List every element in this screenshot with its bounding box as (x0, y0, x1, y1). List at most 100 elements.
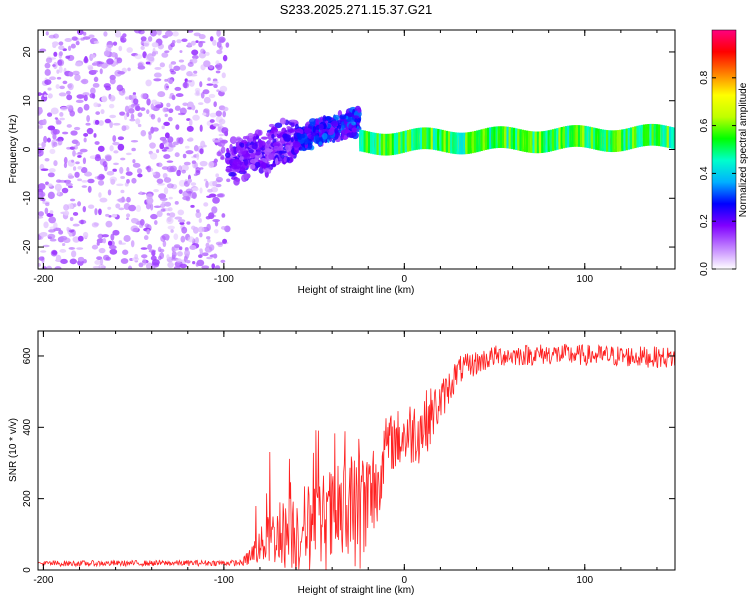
spectrogram-noise-blob (87, 204, 95, 209)
spectrogram-event-blob (312, 125, 316, 134)
spectrogram-noise-blob (206, 223, 211, 231)
spectrogram-noise-blob (102, 160, 108, 168)
spectrogram-noise-blob (131, 177, 137, 184)
spectrogram-signal-cell (597, 128, 600, 151)
spectrogram-noise-blob (65, 182, 73, 187)
spectrogram-noise-blob (47, 236, 52, 240)
colorbar-tick-label: 0.4 (699, 166, 710, 180)
spectrogram-noise-blob (138, 262, 144, 268)
spectrogram-noise-blob (150, 203, 154, 211)
spectrogram-noise-blob (206, 195, 213, 199)
y-tick-label: 10 (22, 95, 33, 107)
spectrogram-noise-blob (109, 248, 118, 255)
spectrogram-signal-cell (623, 128, 626, 151)
spectrogram-noise-blob (156, 210, 163, 218)
spectrogram-signal-cell (586, 126, 589, 148)
spectrogram-event-blob (351, 127, 358, 133)
spectrogram-noise-blob (66, 226, 70, 232)
spectrogram-signal-cell (365, 131, 369, 153)
spectrogram-noise-blob (208, 93, 216, 99)
spectrogram-event-blob (346, 132, 354, 138)
spectrogram-noise-blob (70, 43, 76, 49)
spectrogram-noise-blob (83, 94, 88, 102)
spectrogram-noise-blob (163, 146, 170, 150)
spectrogram-signal-cell (616, 130, 620, 152)
spectrogram-noise-blob (163, 121, 170, 126)
spectrogram-noise-blob (207, 188, 213, 193)
spectrogram-noise-blob (139, 191, 143, 195)
spectrogram-signal-cell (664, 125, 667, 148)
spectrogram-event-blob (292, 141, 301, 148)
spectrogram-noise-blob (123, 113, 128, 121)
spectrogram-noise-blob (75, 141, 81, 147)
spectrogram-signal-cell (482, 128, 486, 151)
spectrogram-noise-blob (47, 172, 55, 178)
spectrogram-noise-blob (69, 258, 77, 265)
spectrogram-noise-blob (109, 103, 115, 109)
spectrogram-noise-blob (182, 81, 190, 89)
spectrogram-noise-blob (65, 104, 74, 110)
spectrogram-noise-blob (48, 168, 56, 173)
spectrogram-noise-blob (104, 118, 111, 124)
spectrogram-noise-blob (185, 150, 194, 155)
spectrogram-noise-blob (222, 238, 228, 244)
spectrogram-signal-cell (564, 126, 568, 148)
spectrogram-noise-blob (140, 45, 145, 51)
spectrogram-noise-blob (57, 188, 61, 196)
spectrogram-noise-blob (220, 226, 227, 230)
spectrogram-noise-blob (82, 92, 90, 96)
spectrogram-noise-blob (208, 212, 215, 220)
spectrogram-noise-blob (212, 196, 220, 204)
spectrogram-noise-blob (75, 99, 84, 104)
spectrogram-noise-blob (176, 39, 182, 44)
colorbar-frame (711, 29, 737, 270)
spectrogram-noise-blob (38, 256, 45, 261)
spectrogram-event-blob (318, 123, 324, 131)
spectrogram-noise-blob (166, 160, 174, 163)
spectrogram-signal-cell (467, 132, 470, 154)
spectrogram-noise-blob (87, 66, 94, 71)
spectrogram-noise-blob (199, 232, 203, 238)
spectrogram-noise-blob (130, 240, 135, 248)
spectrogram-noise-blob (54, 266, 62, 269)
spectrogram-noise-blob (211, 263, 216, 269)
spectrogram-noise-blob (187, 107, 193, 110)
spectrogram-noise-blob (90, 54, 96, 59)
spectrogram-noise-blob (86, 127, 94, 135)
spectrogram-noise-blob (151, 42, 159, 48)
spectrogram-noise-blob (51, 250, 58, 255)
spectrogram-signal-cell (400, 131, 403, 154)
spectrogram-signal-cell (658, 124, 661, 147)
spectrogram-noise-blob (76, 94, 85, 99)
spectrogram-event-blob (251, 142, 258, 150)
spectrogram-signal-cell (486, 127, 490, 150)
spectrogram-noise-blob (126, 217, 130, 220)
spectrogram-signal-cell (463, 132, 466, 155)
spectrogram-signal-cell (493, 126, 496, 149)
spectrogram-noise-blob (222, 54, 228, 62)
spectrogram-noise-blob (147, 36, 153, 42)
spectrogram-noise-blob (91, 222, 99, 228)
spectrogram-noise-blob (170, 229, 174, 233)
spectrogram-noise-blob (167, 216, 172, 223)
spectrogram-noise-blob (156, 162, 163, 168)
spectrogram-signal-cell (603, 129, 607, 152)
spectrogram-noise-blob (206, 256, 213, 260)
spectrogram-noise-blob (198, 218, 202, 223)
spectrogram-noise-blob (84, 171, 93, 177)
spectrogram-noise-blob (42, 244, 50, 248)
spectrogram-noise-blob (219, 85, 228, 93)
spectrogram-signal-cell (499, 126, 503, 148)
spectrogram-noise-blob (47, 93, 53, 99)
spectrogram-noise-blob (178, 59, 185, 63)
spectrogram-noise-blob (212, 218, 220, 223)
spectrogram-event-blob (346, 112, 353, 117)
spectrogram-event-blob (243, 173, 251, 179)
spectrogram-signal-cell (627, 127, 631, 150)
spectrogram-event-blob (309, 121, 316, 127)
spectrogram-noise-blob (215, 60, 220, 66)
spectrogram-noise-blob (77, 201, 82, 207)
spectrogram-signal-cell (632, 126, 635, 149)
spectrogram-noise-blob (158, 255, 162, 261)
spectrogram-noise-blob (135, 105, 141, 111)
